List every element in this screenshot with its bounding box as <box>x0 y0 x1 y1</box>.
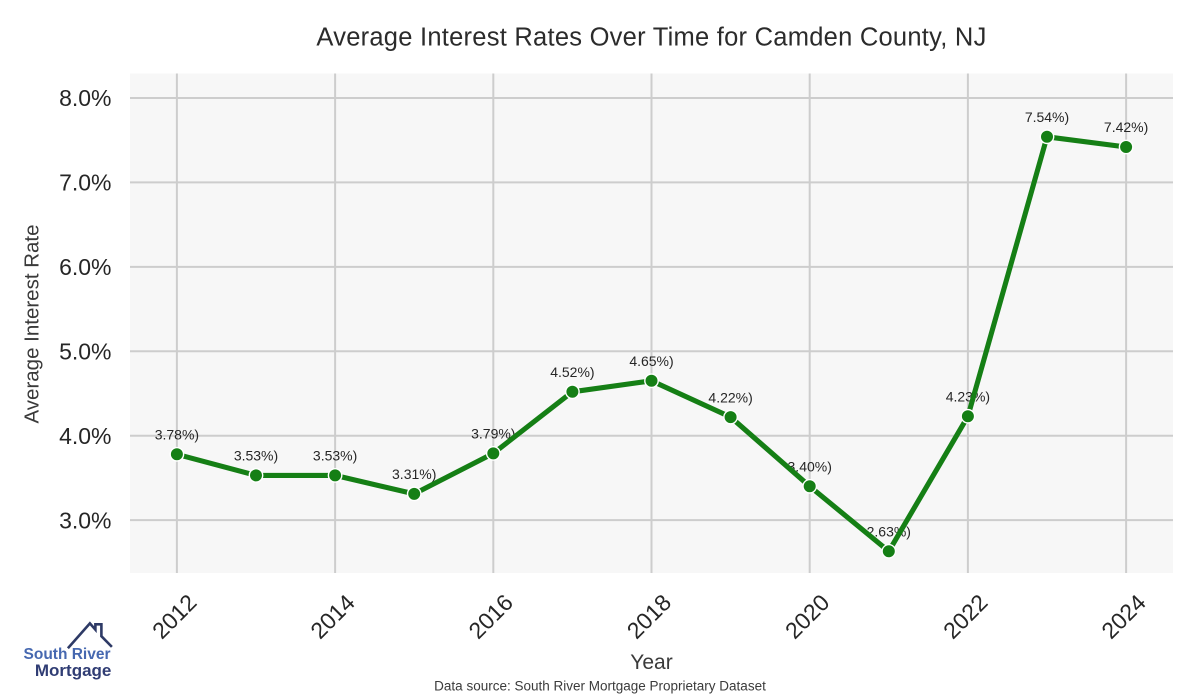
svg-text:South River: South River <box>24 646 111 663</box>
svg-text:2012: 2012 <box>147 589 202 644</box>
svg-text:2016: 2016 <box>463 589 518 644</box>
svg-text:7.54%): 7.54%) <box>1025 109 1069 125</box>
svg-text:3.31%): 3.31%) <box>392 466 436 482</box>
svg-text:4.0%: 4.0% <box>59 423 111 449</box>
svg-text:Average Interest Rates Over Ti: Average Interest Rates Over Time for Cam… <box>316 23 986 51</box>
svg-text:2022: 2022 <box>938 589 993 644</box>
svg-text:4.65%): 4.65%) <box>629 353 673 369</box>
svg-text:2024: 2024 <box>1096 589 1151 644</box>
svg-text:7.42%): 7.42%) <box>1104 119 1148 135</box>
svg-text:7.0%: 7.0% <box>59 170 111 196</box>
svg-text:3.53%): 3.53%) <box>313 448 357 464</box>
svg-text:Mortgage: Mortgage <box>35 661 112 680</box>
svg-text:2018: 2018 <box>622 589 677 644</box>
svg-text:3.40%): 3.40%) <box>788 459 832 475</box>
svg-text:3.79%): 3.79%) <box>471 426 515 442</box>
svg-text:3.53%): 3.53%) <box>234 448 278 464</box>
svg-text:5.0%: 5.0% <box>59 339 111 365</box>
svg-text:6.0%: 6.0% <box>59 254 111 280</box>
svg-text:Year: Year <box>630 651 672 674</box>
svg-text:4.52%): 4.52%) <box>550 364 594 380</box>
svg-text:2014: 2014 <box>305 589 360 644</box>
svg-text:3.0%: 3.0% <box>59 507 111 533</box>
svg-text:4.23%): 4.23%) <box>946 389 990 405</box>
svg-text:2020: 2020 <box>780 589 835 644</box>
svg-text:8.0%: 8.0% <box>59 85 111 111</box>
svg-text:Average Interest Rate: Average Interest Rate <box>21 224 44 423</box>
svg-text:3.78%): 3.78%) <box>155 427 199 443</box>
svg-text:Data source: South River Mortg: Data source: South River Mortgage Propri… <box>434 678 766 693</box>
svg-text:4.22%): 4.22%) <box>708 389 752 405</box>
